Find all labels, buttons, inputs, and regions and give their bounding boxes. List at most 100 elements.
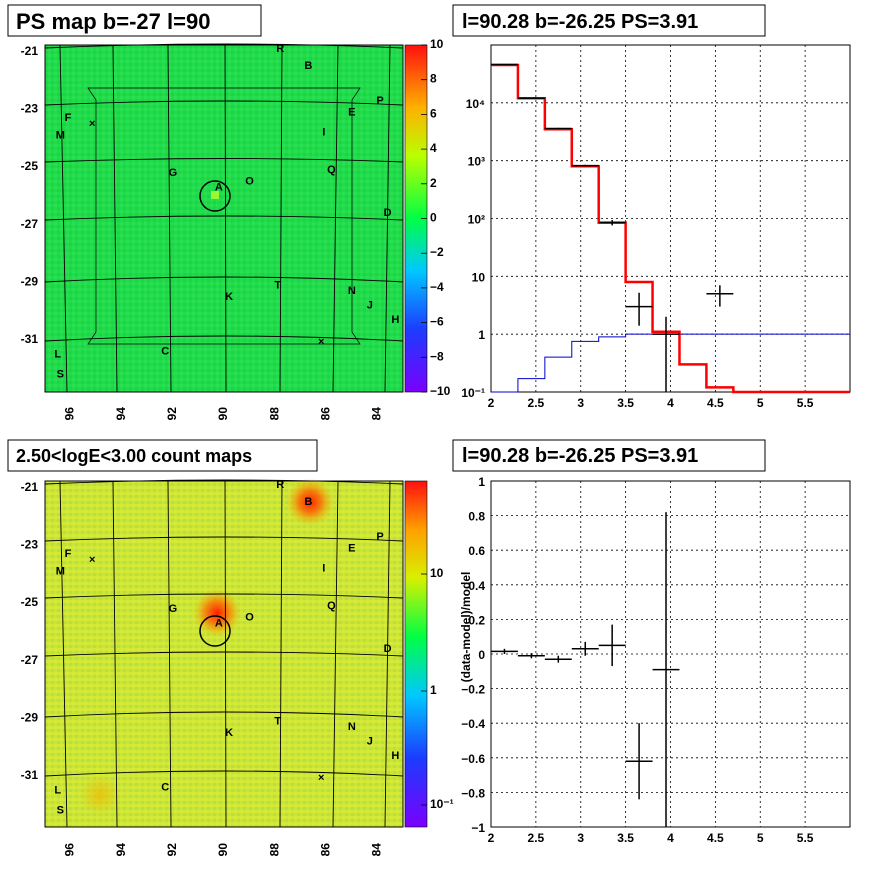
colorbar-tick-label: 1 (430, 683, 437, 697)
source-label-s: S (57, 369, 64, 381)
source-label-h: H (391, 750, 399, 762)
count-map-hotspot-b (286, 478, 334, 526)
x-tick-label: 4 (667, 831, 674, 845)
source-label-n: N (348, 285, 356, 297)
source-label-j: J (367, 736, 373, 748)
x-tick-label: 2.5 (528, 396, 545, 410)
source-label-c: C (161, 782, 169, 794)
x-tick-label: 2 (488, 831, 495, 845)
x-tick-label: 5 (757, 396, 764, 410)
x-tick-label: 94 (114, 843, 128, 857)
y-tick-label: 1 (478, 475, 485, 489)
source-label-r: R (276, 43, 284, 55)
ps-map-colorbar-ticks: 10 8 6 4 2 0 −2 −4 −6 −8 −10 (421, 37, 451, 398)
ps-map-cross-1: × (89, 118, 95, 130)
x-tick-label: 4.5 (707, 396, 724, 410)
colorbar-tick-label: −8 (430, 349, 444, 363)
source-label-n: N (348, 721, 356, 733)
source-label-g: G (169, 167, 178, 179)
source-label-r: R (276, 479, 284, 491)
source-label-a: A (215, 617, 223, 629)
colorbar-tick-label: 10 (430, 566, 444, 580)
residual-x-ticks: 2 2.5 3 3.5 4 4.5 5 5.5 (488, 831, 814, 845)
source-label-i: I (322, 563, 325, 575)
y-tick-label: 10⁴ (466, 97, 485, 111)
y-tick-label: 10³ (468, 155, 485, 169)
x-tick-label: 94 (114, 407, 128, 421)
source-label-b: B (304, 60, 312, 72)
y-tick-label: 10 (472, 270, 486, 284)
x-tick-label: 5 (757, 831, 764, 845)
x-tick-label: 84 (370, 407, 384, 421)
colorbar-tick-label: −4 (430, 280, 444, 294)
y-tick-label: -31 (21, 332, 39, 346)
source-label-s: S (57, 805, 64, 817)
ps-map-cross-2: × (318, 336, 324, 348)
source-label-q: Q (327, 600, 336, 612)
y-tick-label: 0.2 (468, 613, 485, 627)
x-tick-label: 5.5 (797, 831, 814, 845)
colorbar-tick-label: −2 (430, 245, 444, 259)
source-label-a: A (215, 181, 223, 193)
colorbar-tick-label: 0 (430, 211, 437, 225)
source-label-c: C (161, 346, 169, 358)
source-label-t: T (274, 715, 281, 727)
ps-map-title-box (7, 4, 262, 37)
count-map-title: 2.50<logE<3.00 count maps (16, 446, 252, 466)
ps-map-plot-area (45, 45, 403, 392)
colorbar-tick-label: 10 (430, 37, 444, 51)
source-label-o: O (245, 176, 254, 188)
count-map-source-labels: R B P F E M I G A O Q D T K NJ H L C S (54, 479, 399, 817)
x-tick-label: 3 (577, 831, 584, 845)
x-tick-label: 4.5 (707, 831, 724, 845)
colorbar-tick-label: −6 (430, 315, 444, 329)
x-tick-label: 92 (165, 843, 179, 857)
count-map-title-box (7, 439, 318, 472)
ps-map-source-labels: R B P F E M I G A O Q D T K NJ H L C S (54, 43, 399, 381)
y-tick-label: −1 (471, 821, 485, 835)
source-label-m: M (56, 565, 65, 577)
y-tick-label: -29 (21, 274, 39, 288)
x-tick-label: 92 (165, 407, 179, 421)
source-label-h: H (391, 314, 399, 326)
colorbar-tick-label: 6 (430, 106, 437, 120)
x-tick-label: 90 (216, 407, 230, 421)
source-label-q: Q (327, 164, 336, 176)
ps-map-peak (211, 191, 219, 199)
colorbar-tick-label: 10⁻¹ (430, 797, 454, 811)
x-tick-label: 86 (318, 407, 332, 421)
count-map-colorbar-ticks: 10 1 10⁻¹ (421, 566, 454, 811)
x-tick-label: 90 (216, 843, 230, 857)
ps-map-title: PS map b=-27 l=90 (16, 9, 210, 34)
x-tick-label: 2 (488, 396, 495, 410)
residual-y-ticks: −1 −0.8 −0.6 −0.4 −0.2 0 0.2 0.4 0.6 0.8 1 (461, 475, 485, 835)
source-label-k: K (225, 291, 233, 303)
colorbar-tick-label: −10 (430, 384, 451, 398)
source-label-t: T (274, 279, 281, 291)
source-label-i: I (322, 127, 325, 139)
y-tick-label: -25 (21, 159, 39, 173)
y-tick-label: -23 (21, 537, 39, 551)
y-tick-label: -27 (21, 653, 39, 667)
residual-y-label: (data-model)/model (459, 572, 473, 683)
source-label-e: E (348, 542, 355, 554)
source-label-j: J (367, 300, 373, 312)
x-tick-label: 3.5 (617, 396, 634, 410)
source-label-f: F (65, 112, 72, 124)
count-map-cross-1: × (89, 554, 95, 566)
source-label-d: D (384, 207, 392, 219)
y-tick-label: 10² (468, 213, 485, 227)
x-tick-label: 84 (370, 843, 384, 857)
source-label-f: F (65, 548, 72, 560)
colorbar-tick-label: 4 (430, 141, 437, 155)
model-step-line (491, 63, 850, 394)
residual-panel: 2 2.5 3 3.5 4 4.5 5 5.5 −1 −0.8 −0.6 −0.4 −0.2 0 0.2 0… (452, 439, 851, 845)
y-tick-label: 0.6 (468, 544, 485, 558)
y-tick-label: 0 (478, 648, 485, 662)
ps-map-target-circle (199, 180, 231, 212)
count-map-grid (44, 479, 404, 828)
count-map-x-ticks: 96 94 92 90 88 86 84 (63, 843, 384, 857)
spectrum-model-blue (491, 333, 850, 393)
source-label-d: D (384, 643, 392, 655)
